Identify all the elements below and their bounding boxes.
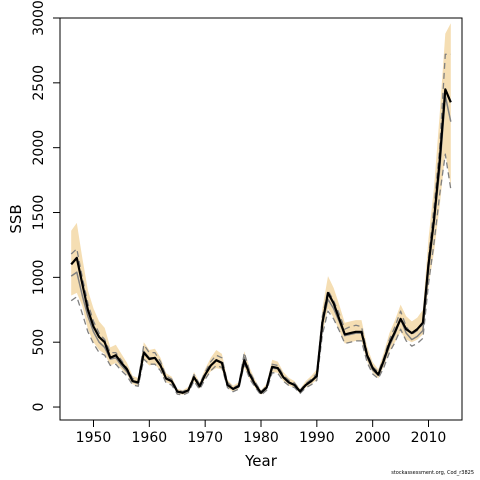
x-axis: 1950 1960 1970 1980 1990 2000 2010 [76, 419, 447, 446]
x-axis-title: Year [244, 452, 278, 470]
y-tick-label: 0 [31, 403, 47, 412]
series-lines-layer [70, 53, 452, 396]
y-tick-label: 2500 [31, 65, 47, 101]
source-credit: stockassessment.org, Cod_r3825 [391, 470, 474, 476]
x-tick-label: 1960 [132, 430, 168, 446]
y-tick-label: 2000 [31, 130, 47, 166]
x-tick-label: 2010 [411, 430, 447, 446]
y-tick-label: 1500 [31, 195, 47, 231]
series-line-previous-mid [70, 95, 452, 394]
x-tick-label: 1990 [299, 430, 335, 446]
y-axis: 0 500 1000 1500 2000 2500 3000 [31, 0, 61, 412]
y-tick-label: 1000 [31, 260, 47, 296]
x-tick-label: 1970 [187, 430, 223, 446]
confidence-band [71, 23, 451, 395]
y-axis-title: SSB [7, 204, 25, 233]
x-tick-label: 2000 [355, 430, 391, 446]
x-tick-label: 1950 [76, 430, 112, 446]
confidence-band-layer [71, 23, 451, 395]
series-line-estimate [70, 88, 452, 394]
plot-area [70, 23, 452, 396]
x-tick-label: 1980 [243, 430, 279, 446]
y-tick-label: 500 [31, 329, 47, 356]
y-tick-label: 3000 [31, 0, 47, 36]
series-line-previous-lower [70, 153, 452, 396]
